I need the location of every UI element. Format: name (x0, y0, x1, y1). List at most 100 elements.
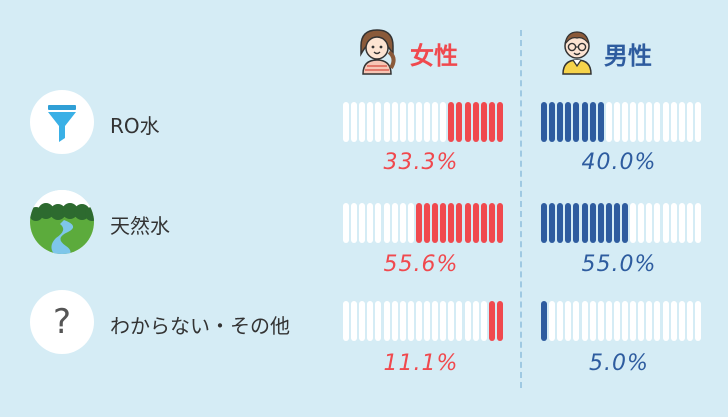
bar-segment-male-2-10 (622, 301, 628, 341)
bar-segment-male-2-18 (686, 301, 693, 341)
male-avatar-icon (555, 26, 599, 78)
bar-segment-male-2-7 (597, 301, 604, 341)
bar-segment-female-1-4 (375, 203, 382, 243)
question-mark-glyph: ? (52, 302, 72, 342)
bar-segment-male-1-6 (589, 203, 596, 243)
bar-segment-female-2-18 (488, 301, 495, 341)
bar-segment-female-0-9 (415, 102, 422, 142)
bar-segment-female-0-2 (359, 102, 366, 142)
bar-segment-female-2-15 (464, 301, 471, 341)
bar-segment-male-1-8 (605, 203, 612, 243)
bar-segment-female-2-1 (351, 301, 358, 341)
bar-segment-male-0-8 (605, 102, 612, 142)
bar-segment-female-2-4 (375, 301, 382, 341)
bar-segment-male-2-9 (613, 301, 620, 341)
bar-segment-male-0-9 (613, 102, 620, 142)
bar-segment-female-1-19 (496, 203, 503, 243)
bar-segment-female-0-0 (343, 102, 349, 142)
bar-segment-female-1-8 (407, 203, 414, 243)
bar-segment-male-2-17 (678, 301, 685, 341)
pct-male-natural: 55.0% (581, 252, 657, 277)
category-label-unknown: わからない・その他 (110, 314, 290, 338)
bar-segment-female-0-14 (456, 102, 463, 142)
river-landscape-icon (30, 190, 94, 254)
pct-female-ro: 33.3% (383, 150, 459, 175)
bar-segment-female-2-3 (367, 301, 374, 341)
bar-segment-female-2-10 (424, 301, 430, 341)
bar-segment-male-1-9 (613, 203, 620, 243)
bar-segment-male-2-5 (581, 301, 588, 341)
bar-segment-male-0-16 (670, 102, 677, 142)
category-label-ro: RO水 (110, 114, 160, 138)
bar-segment-male-0-4 (573, 102, 580, 142)
bar-segment-female-0-4 (375, 102, 382, 142)
bar-segment-female-1-17 (480, 203, 487, 243)
bar-segment-female-0-6 (391, 102, 398, 142)
bar-segment-male-0-11 (630, 102, 637, 142)
bar-segment-female-1-13 (448, 203, 455, 243)
bar-segment-male-2-0 (541, 301, 547, 341)
category-label-natural: 天然水 (110, 214, 170, 238)
bar-segment-female-1-9 (415, 203, 422, 243)
bar-segment-male-2-1 (549, 301, 556, 341)
bar-segment-male-0-1 (549, 102, 556, 142)
bar-segment-female-2-12 (440, 301, 447, 341)
bar-segment-male-0-5 (581, 102, 588, 142)
bar-segment-female-1-3 (367, 203, 374, 243)
bar-segment-female-1-5 (383, 203, 390, 243)
bar-segment-male-2-2 (557, 301, 564, 341)
bar-segment-male-0-17 (678, 102, 685, 142)
bar-segment-female-2-7 (399, 301, 406, 341)
bar-segment-male-2-13 (646, 301, 653, 341)
bar-segment-male-2-16 (670, 301, 677, 341)
bar-segment-male-1-0 (541, 203, 547, 243)
bar-segment-male-1-12 (638, 203, 645, 243)
bar-segment-female-1-16 (472, 203, 479, 243)
bar-segment-male-1-15 (662, 203, 669, 243)
bar-segment-male-1-14 (654, 203, 661, 243)
bar-segment-female-1-15 (464, 203, 471, 243)
bar-segment-female-1-10 (424, 203, 430, 243)
bar-segment-male-2-11 (630, 301, 637, 341)
bar-segment-male-1-5 (581, 203, 588, 243)
bar-segment-female-0-10 (424, 102, 430, 142)
bar-segment-male-1-2 (557, 203, 564, 243)
bar-segment-female-0-3 (367, 102, 374, 142)
bar-segment-male-1-18 (686, 203, 693, 243)
bar-segment-female-0-7 (399, 102, 406, 142)
bar-segment-female-0-16 (472, 102, 479, 142)
bar-segment-male-2-19 (694, 301, 701, 341)
bar-segment-female-2-9 (415, 301, 422, 341)
bar-segment-male-1-16 (670, 203, 677, 243)
bar-segment-male-0-14 (654, 102, 661, 142)
pct-male-unknown: 5.0% (589, 351, 649, 376)
bar-segment-male-2-15 (662, 301, 669, 341)
filter-funnel-icon (30, 90, 94, 154)
bar-segment-female-2-8 (407, 301, 414, 341)
bar-segment-female-1-14 (456, 203, 463, 243)
bar-segment-female-1-2 (359, 203, 366, 243)
pct-female-unknown: 11.1% (383, 351, 459, 376)
female-avatar-icon (355, 26, 399, 78)
bar-segment-male-0-12 (638, 102, 645, 142)
male-header: 男性 (604, 42, 652, 70)
bar-segment-male-1-11 (630, 203, 637, 243)
bar-segment-male-1-17 (678, 203, 685, 243)
bar-segment-female-0-11 (432, 102, 439, 142)
bar-segment-female-2-14 (456, 301, 463, 341)
pct-male-ro: 40.0% (581, 150, 657, 175)
bar-segment-male-1-4 (573, 203, 580, 243)
bar-segment-female-2-17 (480, 301, 487, 341)
bar-segment-male-2-12 (638, 301, 645, 341)
bar-segment-female-2-2 (359, 301, 366, 341)
bar-segment-male-2-4 (573, 301, 580, 341)
bar-segment-male-0-0 (541, 102, 547, 142)
bar-segment-female-1-0 (343, 203, 349, 243)
bar-segment-female-0-13 (448, 102, 455, 142)
group-divider (520, 30, 522, 388)
bar-segment-female-0-18 (488, 102, 495, 142)
pct-female-natural: 55.6% (383, 252, 459, 277)
bar-segment-female-2-11 (432, 301, 439, 341)
female-header: 女性 (410, 42, 458, 70)
bar-segment-female-0-19 (496, 102, 503, 142)
